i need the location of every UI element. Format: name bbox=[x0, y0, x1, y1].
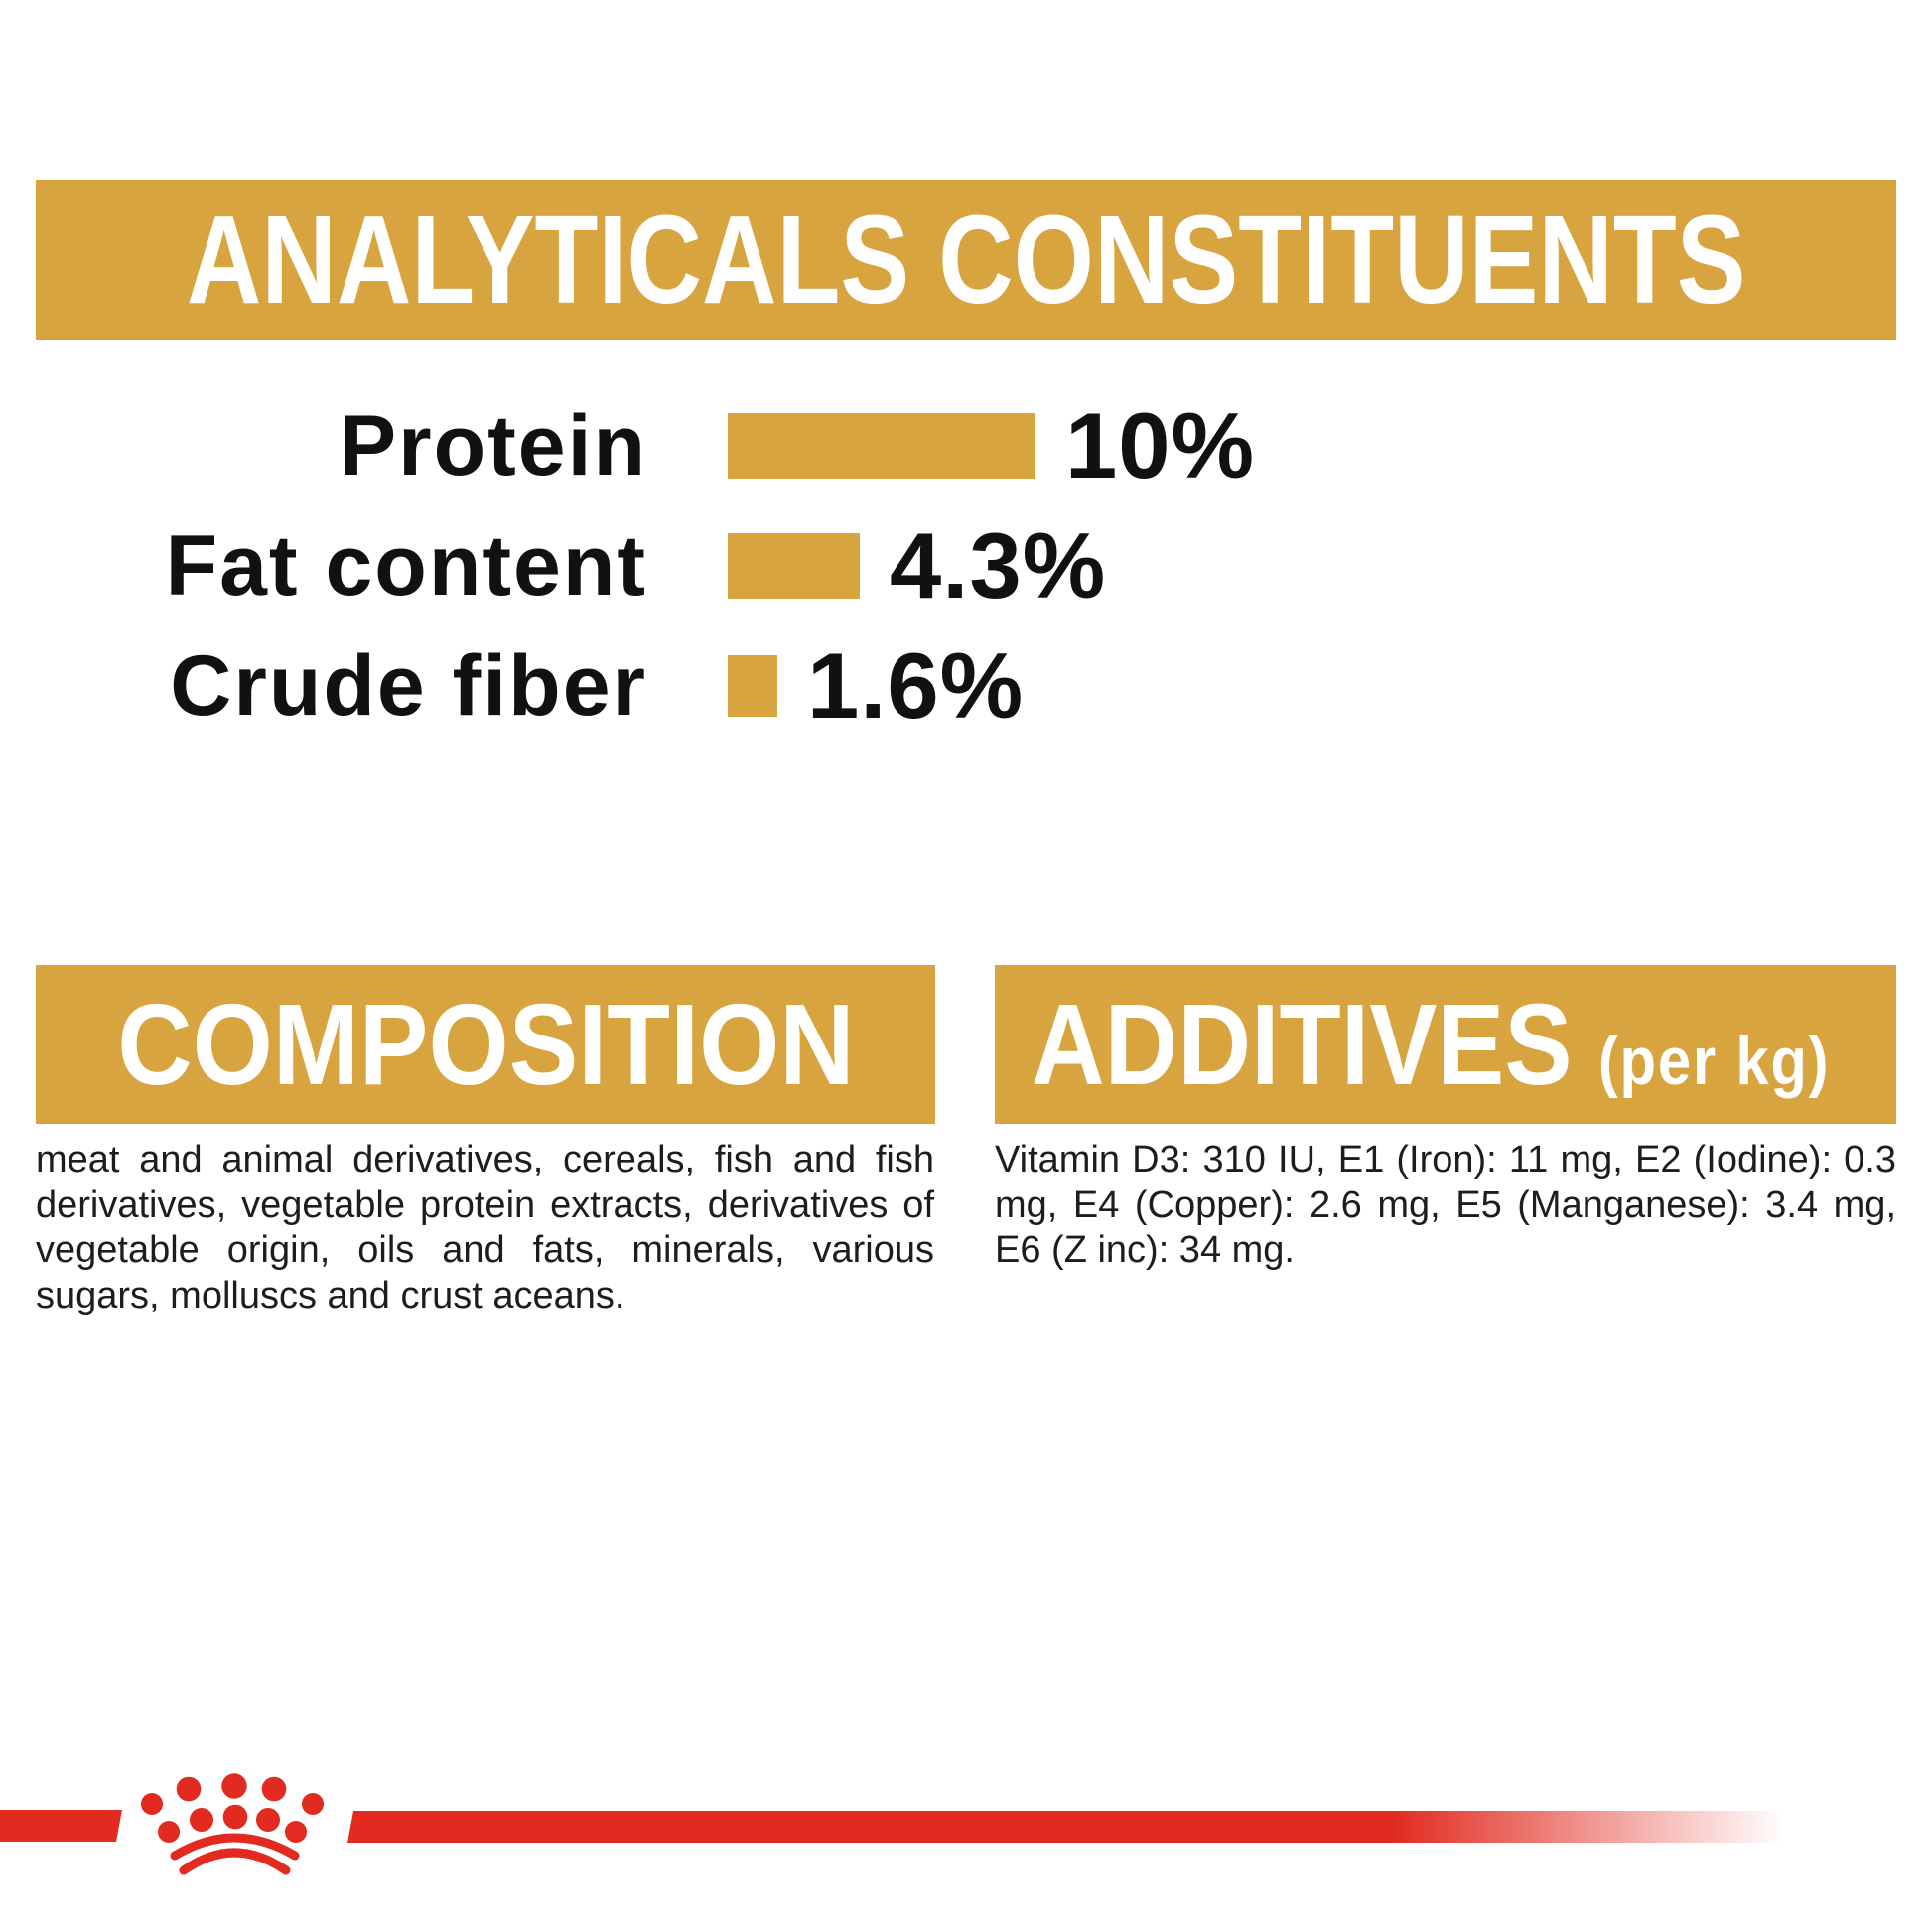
chart-row: Crude fiber 1.6% bbox=[36, 633, 1024, 738]
additives-banner: ADDITIVES (per kg) bbox=[995, 965, 1896, 1124]
additives-per-kg-label: (per kg) bbox=[1597, 1024, 1831, 1099]
chart-bar bbox=[728, 533, 860, 599]
chart-label: Crude fiber bbox=[170, 637, 647, 734]
chart-row: Protein 10% bbox=[36, 393, 1255, 497]
chart-label: Protein bbox=[339, 397, 647, 493]
composition-title: COMPOSITION bbox=[116, 980, 855, 1109]
analyticals-banner: ANALYTICALS CONSTITUENTS bbox=[36, 180, 1896, 340]
composition-body: meat and animal derivatives, cereals, fi… bbox=[36, 1139, 934, 1316]
red-stripe-left bbox=[0, 1810, 122, 1842]
royal-canin-crown-icon bbox=[141, 1773, 324, 1875]
analyticals-title: ANALYTICALS CONSTITUENTS bbox=[186, 190, 1746, 330]
additives-title: ADDITIVES bbox=[1031, 980, 1573, 1109]
chart-value: 10% bbox=[1065, 393, 1256, 497]
chart-bar bbox=[728, 413, 1035, 479]
chart-row: Fat content 4.3% bbox=[36, 513, 1106, 618]
chart-label: Fat content bbox=[165, 517, 647, 614]
chart-bar bbox=[728, 655, 777, 717]
red-stripe-right bbox=[347, 1811, 1799, 1843]
composition-banner: COMPOSITION bbox=[36, 965, 935, 1124]
chart-value: 1.6% bbox=[807, 633, 1025, 738]
additives-body: Vitamin D3: 310 IU, E1 (Iron): 11 mg, E2… bbox=[995, 1139, 1896, 1271]
chart-value: 4.3% bbox=[890, 513, 1107, 618]
